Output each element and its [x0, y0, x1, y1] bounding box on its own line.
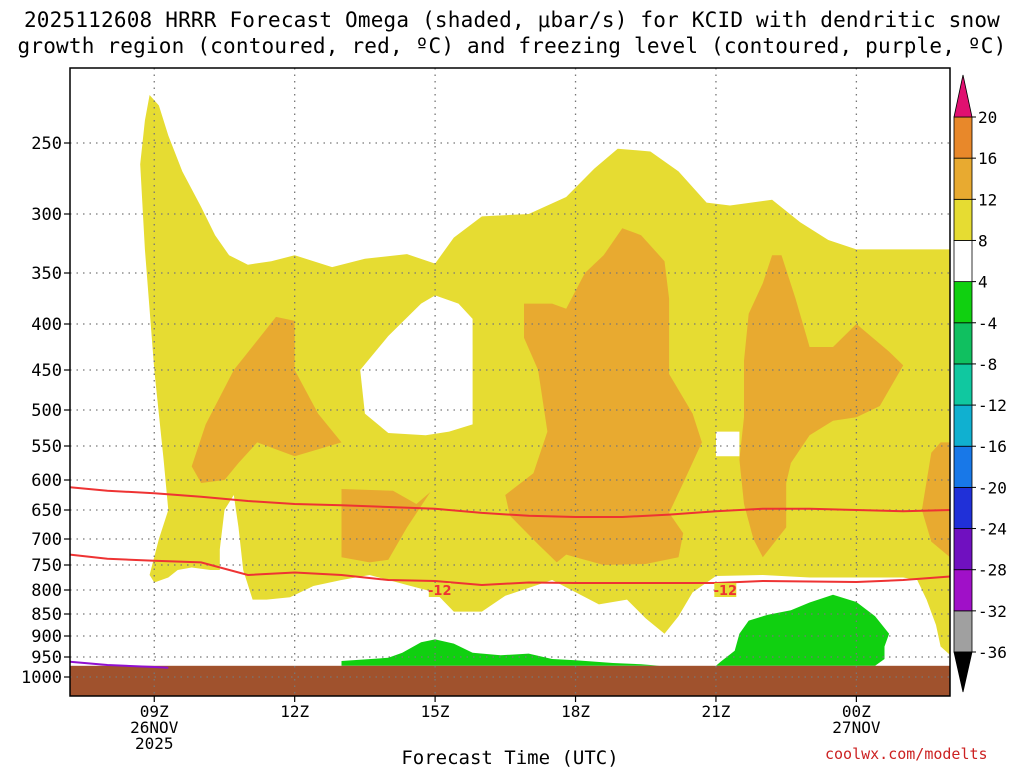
plot-frame: [69, 67, 951, 697]
credit-text[interactable]: coolwx.com/modelts: [825, 745, 988, 763]
x-tick-label: 26NOV: [130, 718, 179, 737]
colorbar-label: 8: [978, 231, 988, 250]
colorbar-label: 16: [978, 149, 997, 168]
contour-freezing-level: [69, 660, 169, 669]
y-tick-label: 1000: [21, 668, 62, 688]
y-tick-label: 850: [31, 605, 62, 625]
x-tick-label: 12Z: [280, 702, 309, 721]
contour-label: -12: [714, 584, 738, 599]
x-tick-label: 21Z: [702, 702, 731, 721]
colorbar-box: [953, 198, 973, 241]
x-tick-label: 09Z: [140, 702, 169, 721]
colorbar-box: [953, 363, 973, 406]
y-tick-label: 500: [31, 401, 62, 421]
chart-title-line2: growth region (contoured, red, ºC) and f…: [17, 34, 1007, 58]
colorbar-box: [953, 610, 973, 653]
colorbar-box: [953, 404, 973, 447]
colorbar-label: 4: [978, 273, 988, 292]
contour-label-bg: [428, 583, 451, 597]
colorbar-under-triangle: [953, 651, 973, 693]
contour-label: -12: [428, 584, 452, 599]
y-tick-label: 400: [31, 315, 62, 335]
region-omega-neg4-to-4-a: [360, 295, 473, 436]
colorbar-label: -4: [978, 314, 997, 333]
ground-layer: [70, 665, 950, 696]
colorbar-label: -8: [978, 355, 997, 374]
x-tick-label: 2025: [135, 734, 174, 753]
colorbar-box: [953, 486, 973, 529]
x-axis-label: Forecast Time (UTC): [401, 747, 618, 768]
colorbar-label: 20: [978, 108, 997, 127]
colorbar-box: [953, 569, 973, 612]
colorbar-label: -20: [978, 478, 1007, 497]
region-omega-neg8-to-neg4-b: [716, 594, 890, 666]
x-tick-label: 15Z: [421, 702, 450, 721]
colorbar-box: [953, 281, 973, 324]
y-tick-label: 300: [31, 205, 62, 225]
y-tick-label: 700: [31, 530, 62, 550]
contour-label-bg: [714, 583, 737, 597]
y-tick-label: 750: [31, 556, 62, 576]
colorbar-label: -12: [978, 396, 1007, 415]
colorbar-label: -28: [978, 561, 1007, 580]
colorbar-box: [953, 445, 973, 488]
x-tick-label: 27NOV: [832, 718, 881, 737]
y-axis-ticks: 2503003504004505005506006507007508008509…: [21, 134, 70, 688]
grid: [70, 68, 950, 696]
colorbar-over-triangle: [953, 74, 973, 118]
shaded-regions: [140, 95, 950, 666]
y-tick-label: 550: [31, 437, 62, 457]
colorbar-label: -16: [978, 437, 1007, 456]
colorbar-label: -32: [978, 602, 1007, 621]
colorbar: -36 -32 -28 -24 -20 -16 -12 -8 -4 4 8 12 16 20: [953, 74, 1007, 693]
colorbar-label: -36: [978, 643, 1007, 662]
region-omega-8-to-12-e: [921, 442, 950, 558]
contour-dgz-upper: [69, 486, 951, 518]
contours: -12 -12: [69, 486, 951, 669]
y-tick-label: 250: [31, 134, 62, 154]
region-omega-8-to-12-a: [191, 316, 342, 483]
region-omega-neg8-to-neg4-a: [341, 639, 660, 666]
x-tick-label: 00Z: [842, 702, 871, 721]
ground-fill: [70, 665, 950, 696]
colorbar-label: -24: [978, 520, 1007, 539]
y-tick-label: 450: [31, 361, 62, 381]
y-tick-label: 900: [31, 627, 62, 647]
y-tick-label: 350: [31, 264, 62, 284]
region-omega-neg4-to-4-b: [716, 431, 740, 457]
region-omega-8-to-12-c: [505, 228, 702, 565]
y-tick-label: 800: [31, 581, 62, 601]
y-tick-label: 950: [31, 648, 62, 668]
colorbar-box: [953, 322, 973, 365]
colorbar-box: [953, 240, 973, 283]
y-tick-label: 600: [31, 471, 62, 491]
region-omega-8-to-12-d: [739, 255, 904, 558]
y-tick-label: 650: [31, 501, 62, 521]
colorbar-label: 12: [978, 190, 997, 209]
colorbar-box: [953, 157, 973, 200]
contour-dgz-lower: [69, 553, 951, 587]
chart-title-line1: 2025112608 HRRR Forecast Omega (shaded, …: [23, 8, 1001, 32]
x-tick-label: 18Z: [561, 702, 590, 721]
colorbar-box: [953, 528, 973, 571]
colorbar-box: [953, 116, 973, 159]
